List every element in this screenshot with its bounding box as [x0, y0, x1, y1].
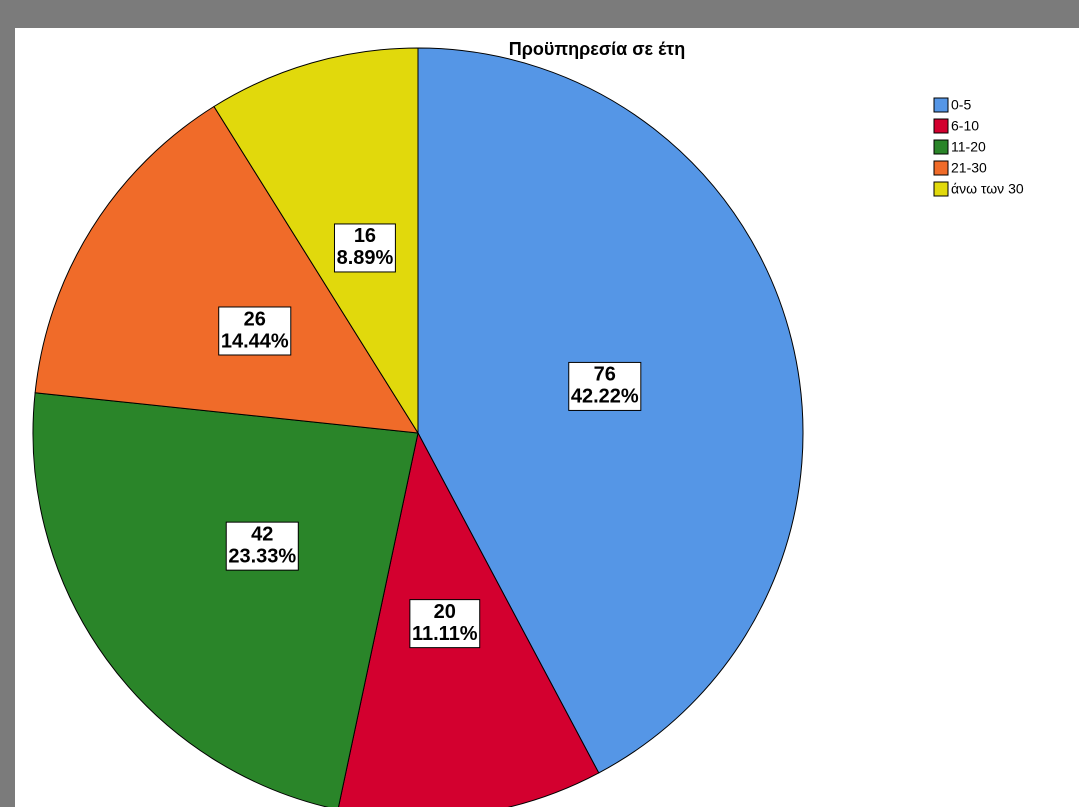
data-label: 16: [354, 225, 376, 247]
legend-label: 0-5: [951, 97, 971, 113]
data-label: 14.44%: [221, 330, 289, 352]
legend-swatch: [933, 97, 949, 113]
data-label-box: [409, 599, 481, 649]
data-label: 76: [594, 364, 616, 386]
legend-swatch: [933, 139, 949, 155]
pie-slice: [213, 47, 419, 435]
data-label: 42.22%: [571, 386, 639, 408]
data-label: 26: [244, 308, 266, 330]
data-label-box: [333, 223, 396, 273]
legend-swatch: [933, 160, 949, 176]
data-label-box: [568, 361, 642, 411]
legend-label: 21-30: [951, 160, 987, 176]
data-label: 11.11%: [412, 623, 478, 645]
data-label: 8.89%: [337, 247, 394, 269]
legend-label: 11-20: [951, 139, 986, 155]
legend-swatch: [933, 181, 949, 197]
pie-slice: [34, 105, 419, 434]
data-label-box: [225, 521, 299, 571]
data-label: 42: [251, 523, 273, 545]
data-label: 20: [434, 601, 456, 623]
legend-label: 6-10: [951, 118, 979, 134]
data-label: 23.33%: [228, 545, 296, 567]
legend-swatch: [933, 118, 949, 134]
chart-title: Προϋπηρεσία σε έτη: [509, 39, 685, 59]
pie-slice: [32, 392, 419, 807]
legend-label: άνω των 30: [951, 181, 1024, 197]
data-label-box: [218, 306, 292, 356]
